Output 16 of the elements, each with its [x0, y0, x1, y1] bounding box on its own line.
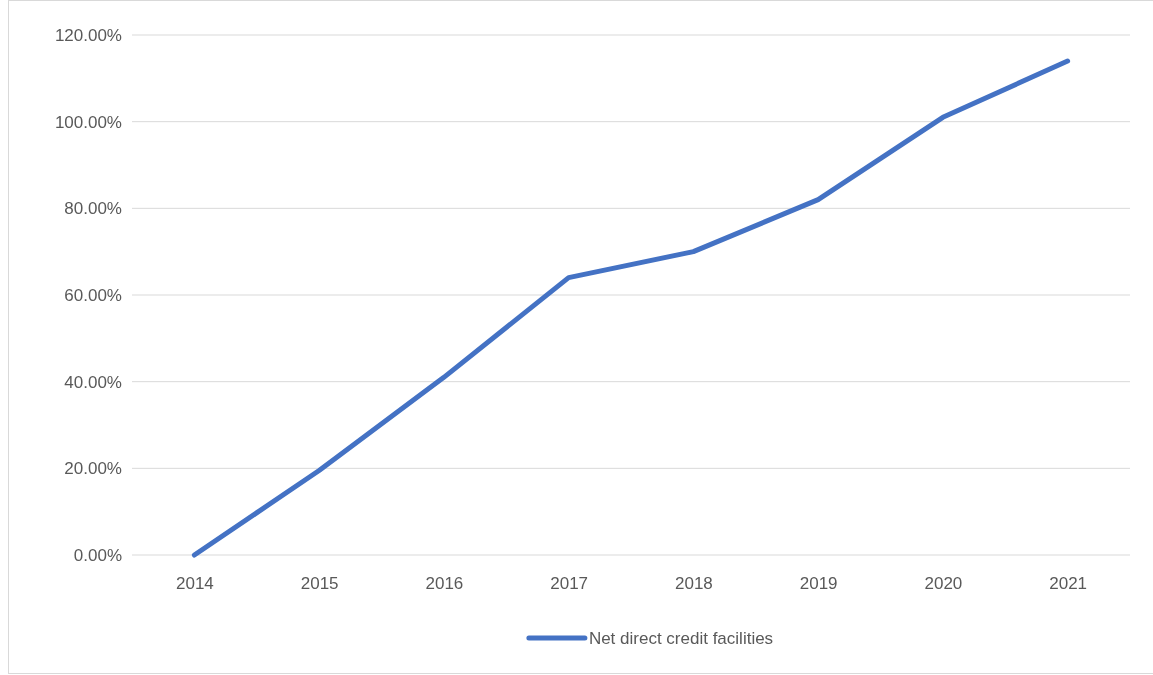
y-tick-label: 100.00%: [54, 112, 122, 132]
y-tick-label: 0.00%: [73, 545, 122, 565]
x-tick-label: 2016: [425, 574, 464, 594]
y-tick-label: 80.00%: [64, 199, 122, 219]
y-tick-label: 20.00%: [64, 459, 122, 479]
x-tick-label: 2021: [1049, 574, 1088, 594]
x-tick-label: 2015: [300, 574, 339, 594]
legend-label: Net direct credit facilities: [588, 629, 774, 648]
y-tick-label: 120.00%: [54, 25, 122, 45]
y-tick-label: 40.00%: [64, 372, 122, 392]
x-tick-label: 2018: [674, 574, 713, 594]
x-tick-label: 2014: [175, 574, 214, 594]
x-tick-label: 2019: [799, 574, 838, 594]
x-tick-label: 2020: [924, 574, 963, 594]
y-tick-label: 60.00%: [64, 285, 122, 305]
x-tick-label: 2017: [550, 574, 589, 594]
